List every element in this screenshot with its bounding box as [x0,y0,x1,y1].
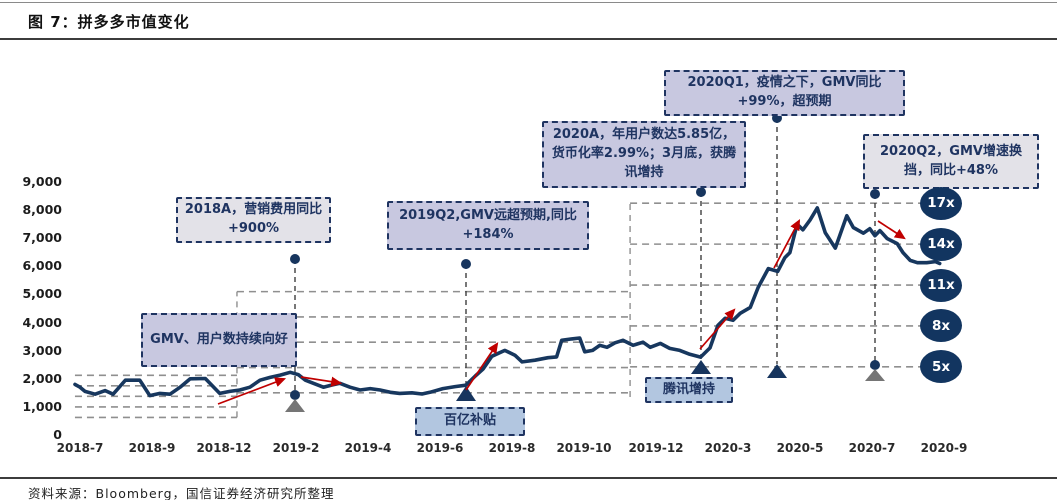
connector-dot [696,187,706,197]
y-tick-label: 2,000 [22,370,62,386]
connector-dot [290,254,300,264]
x-tick-label: 2020-3 [704,441,752,455]
y-tick-label: 3,000 [22,342,62,358]
title-divider [0,38,1057,40]
event-triangle-navy [456,386,476,401]
trend-arrow-3 [465,342,499,391]
multiple-badge-8x: 8x [920,309,962,343]
event-triangle-navy [691,360,711,374]
y-tick-label: 5,000 [22,286,62,302]
y-tick-label: 9,000 [22,174,62,189]
trend-arrow-2 [300,376,343,387]
multiple-badge-17x: 17x [920,186,962,220]
event-triangle-grey [285,399,305,412]
multiple-badge-11x: 11x [920,268,962,302]
trend-arrows [217,219,906,405]
y-tick-label: 4,000 [22,314,62,330]
connector-dot [870,189,880,199]
x-tick-label: 2019-6 [416,441,464,455]
x-tick-label: 2020-7 [848,441,896,455]
y-tick-label: 1,000 [22,398,62,414]
trend-arrow-1 [217,377,287,405]
event-triangle-navy [767,364,787,378]
x-tick-label: 2018-12 [196,441,252,455]
x-tick-label: 2019-12 [628,441,684,455]
connector-dot [870,360,880,370]
connector-dot [461,259,471,269]
x-tick-label: 2019-4 [344,441,392,455]
multiple-badge-14x: 14x [920,227,962,261]
y-tick-label: 8,000 [22,202,62,218]
event-markers [285,113,885,412]
trend-arrow-5 [773,219,801,269]
price-line [73,206,942,398]
y-tick-label: 7,000 [22,230,62,246]
x-tick-label: 2018-7 [56,441,104,455]
x-tick-label: 2019-2 [272,441,320,455]
x-tick-label: 2020-5 [776,441,824,455]
annotation-box-2020q2: 2020Q2，GMV增速换挡，同比+48% [863,134,1039,189]
annotation-box-2019q2: 2019Q2,GMV远超预期,同比+184% [387,201,589,250]
y-tick-label: 6,000 [22,258,62,274]
connector-dot [290,390,300,400]
footer-divider [0,477,1057,479]
trend-arrow-6 [877,220,906,240]
annotation-box-baiyi-butie: 百亿补贴 [415,407,525,436]
annotation-box-gmv-users: GMV、用户数持续向好 [141,313,297,367]
annotation-box-2018a: 2018A，营销费用同比+900% [176,197,331,243]
annotation-box-2020a: 2020A，年用户数达5.85亿，货币化率2.99%；3月底，获腾讯增持 [542,121,746,188]
x-tick-label: 2019-10 [556,441,612,455]
annotation-box-tengxun-zengchi: 腾讯增持 [645,377,733,403]
source-note: 资料来源：Bloomberg，国信证券经济研究所整理 [28,486,335,500]
annotation-box-2020q1: 2020Q1，疫情之下，GMV同比+99%，超预期 [664,70,905,116]
top-hairline [0,2,1057,3]
event-triangle-grey [865,369,885,381]
x-tick-label: 2020-9 [920,441,968,455]
x-tick-label: 2018-9 [128,441,176,455]
valuation-band-lines [74,202,955,419]
market-cap-line [73,206,942,398]
multiple-badge-5x: 5x [920,350,962,384]
y-tick-label: 0 [53,427,62,442]
trend-arrow-4 [699,308,736,350]
x-tick-label: 2019-8 [488,441,536,455]
figure-title: 图 7：拼多多市值变化 [28,13,190,31]
